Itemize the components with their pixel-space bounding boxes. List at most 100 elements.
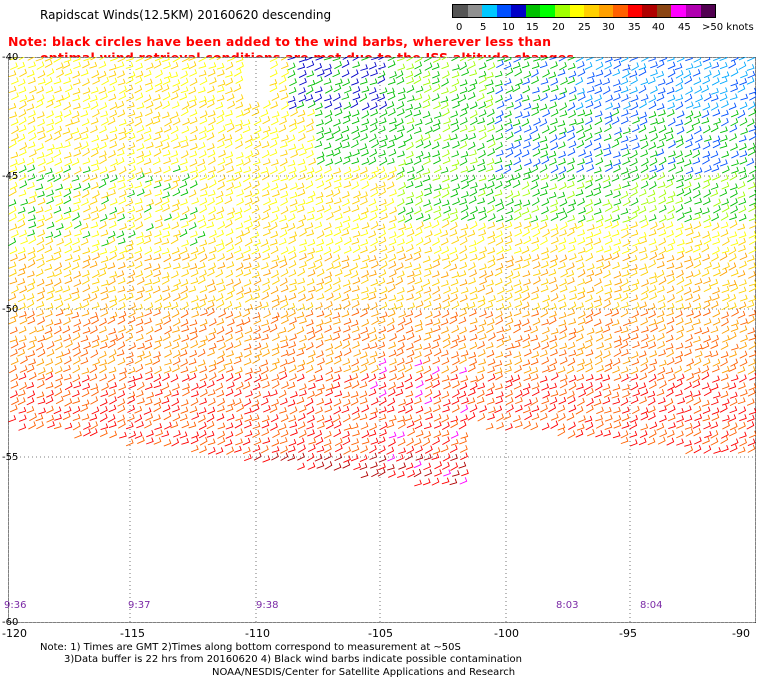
wind-barb — [117, 390, 126, 399]
wind-barb — [368, 388, 377, 397]
wind-barb — [469, 69, 478, 77]
wind-barb — [641, 286, 649, 295]
wind-barb — [370, 381, 378, 390]
wind-barb — [289, 231, 297, 239]
wind-barb — [315, 319, 324, 327]
wind-barb — [89, 364, 98, 374]
wind-barb — [467, 388, 476, 397]
wind-barb — [299, 334, 307, 343]
wind-barb — [351, 293, 360, 301]
wind-barb — [170, 111, 179, 119]
wind-barb — [127, 366, 136, 375]
wind-barb — [396, 270, 405, 279]
wind-barb — [36, 325, 45, 333]
wind-barb — [586, 397, 594, 407]
wind-barb — [252, 132, 260, 141]
wind-barb — [37, 132, 46, 141]
wind-barb — [684, 196, 692, 205]
wind-barb — [172, 262, 181, 270]
wind-barb — [667, 205, 676, 214]
wind-barb — [162, 311, 171, 319]
wind-barb — [226, 381, 235, 389]
wind-barb — [495, 383, 503, 391]
wind-barb — [9, 165, 18, 173]
wind-barb — [443, 134, 451, 142]
wind-barb — [568, 328, 577, 335]
wind-barb — [72, 389, 80, 398]
wind-barb — [747, 438, 756, 446]
wind-barb — [83, 204, 91, 213]
wind-barb — [360, 124, 369, 133]
wind-barb — [568, 421, 576, 430]
wind-barb — [413, 75, 422, 85]
wind-barb — [270, 286, 279, 295]
wind-barb — [243, 343, 252, 351]
wind-barb — [739, 438, 748, 447]
wind-barb — [89, 95, 98, 103]
wind-barb — [424, 221, 432, 229]
wind-barb — [206, 301, 215, 309]
wind-barb — [109, 271, 118, 278]
wind-barb — [612, 79, 621, 87]
lon-label-90: -90 — [732, 627, 750, 640]
wind-barb — [314, 86, 323, 94]
wind-barb — [686, 324, 695, 333]
wind-barb — [199, 197, 208, 206]
wind-barb — [593, 198, 602, 206]
wind-barb — [701, 84, 710, 93]
wind-barb — [135, 318, 144, 326]
wind-barb — [415, 150, 424, 159]
wind-barb — [486, 134, 495, 143]
wind-barb — [575, 221, 584, 230]
wind-barb — [118, 166, 127, 175]
wind-barb — [414, 343, 423, 351]
wind-barb — [163, 157, 172, 165]
wind-barb — [90, 148, 99, 158]
wind-barb — [18, 57, 26, 61]
wind-barb — [728, 414, 737, 422]
wind-barb — [208, 318, 217, 327]
wind-barb — [179, 229, 188, 238]
wind-barb — [127, 132, 136, 141]
wind-barb — [540, 260, 549, 269]
wind-barb — [324, 398, 333, 406]
wind-barb — [225, 151, 234, 159]
wind-barb — [163, 124, 172, 133]
wind-barb — [747, 414, 755, 422]
wind-barb — [343, 347, 352, 356]
wind-barb — [424, 389, 433, 398]
wind-barb — [136, 172, 145, 181]
wind-barb — [172, 165, 181, 173]
wind-barb — [36, 253, 44, 262]
wind-barb — [153, 133, 162, 141]
wind-barb — [441, 254, 450, 261]
wind-barb — [9, 172, 18, 181]
wind-barb — [729, 93, 738, 101]
wind-barb — [127, 221, 136, 231]
wind-barb — [531, 309, 540, 317]
wind-barb — [253, 239, 261, 246]
wind-barb — [154, 335, 163, 343]
wind-barb — [46, 221, 55, 229]
wind-barb — [287, 223, 296, 231]
wind-barb — [649, 165, 658, 173]
wind-barb — [656, 388, 665, 397]
wind-barb — [352, 57, 361, 61]
wind-barb — [208, 62, 217, 69]
wind-barb — [422, 151, 431, 159]
wind-barb — [37, 78, 46, 85]
wind-barb — [704, 61, 712, 70]
wind-barb — [703, 445, 712, 454]
wind-barb — [504, 292, 513, 301]
wind-barb — [109, 133, 118, 142]
wind-barb — [99, 359, 107, 366]
wind-barb — [461, 397, 469, 405]
wind-barb — [325, 238, 334, 246]
wind-barb — [125, 239, 134, 247]
wind-barb — [116, 253, 125, 261]
wind-barb — [252, 214, 261, 223]
wind-barb — [658, 156, 667, 166]
wind-barb — [675, 223, 684, 231]
wind-barb — [63, 364, 71, 373]
wind-barb — [702, 308, 711, 317]
